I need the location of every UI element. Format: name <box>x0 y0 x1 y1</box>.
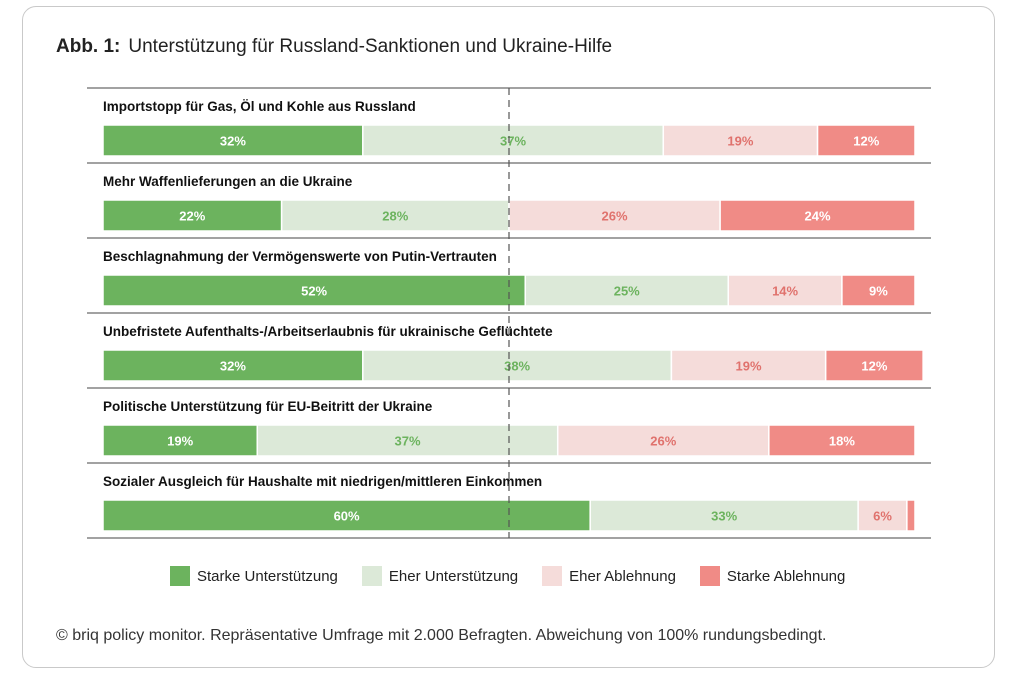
data-label-strong-reject: 12% <box>853 134 879 149</box>
data-label-strong-support: 32% <box>220 134 246 149</box>
data-label-rather-reject: 19% <box>736 359 762 374</box>
bar-segment-strong-support <box>102 199 283 232</box>
data-label-rather-support: 25% <box>614 284 640 299</box>
data-label-strong-support: 60% <box>334 509 360 524</box>
footnote: © briq policy monitor. Repräsentative Um… <box>56 627 827 644</box>
figure-number: Abb. 1: <box>56 36 121 57</box>
data-label-rather-reject: 26% <box>650 434 676 449</box>
data-label-rather-support: 37% <box>394 434 420 449</box>
row-label: Importstopp für Gas, Öl und Kohle aus Ru… <box>103 99 416 114</box>
bar-segment-rather-reject <box>508 199 721 232</box>
bar-segment-strong-support <box>102 349 364 382</box>
data-label-rather-reject: 26% <box>602 209 628 224</box>
figure-title: Abb. 1: Unterstützung für Russland-Sankti… <box>56 36 612 58</box>
bar-segment-rather-reject <box>662 124 819 157</box>
row-label: Unbefristete Aufenthalts-/Arbeitserlaubn… <box>103 324 553 339</box>
legend-item-strong-reject: Starke Ablehnung <box>699 566 846 586</box>
legend-swatch-rather-support <box>361 566 382 586</box>
legend-item-rather-support: Eher Unterstützung <box>361 566 519 586</box>
bar-segment-rather-support <box>362 349 673 382</box>
bar-segment-strong-reject <box>841 274 916 307</box>
bar-segment-rather-reject <box>857 499 908 532</box>
bar-segment-rather-support <box>524 274 729 307</box>
data-label-rather-reject: 19% <box>727 134 753 149</box>
legend-label-strong-reject: Starke Ablehnung <box>726 567 846 585</box>
bar-segment-rather-support <box>280 199 510 232</box>
bar-segment-strong-reject <box>768 424 916 457</box>
data-label-strong-support: 32% <box>220 359 246 374</box>
legend-label-strong-support: Starke Unterstützung <box>197 567 338 585</box>
legend-label-rather-support: Eher Unterstützung <box>388 567 519 585</box>
data-label-strong-reject: 9% <box>869 284 888 299</box>
data-label-strong-reject: 24% <box>805 209 831 224</box>
figure-title-text: Unterstützung für Russland-Sanktionen un… <box>128 36 613 57</box>
data-label-rather-support: 38% <box>504 359 530 374</box>
data-label-rather-support: 33% <box>711 509 737 524</box>
bar-segment-strong-reject <box>906 499 916 532</box>
row-label: Beschlagnahmung der Vermögenswerte von P… <box>103 249 497 264</box>
legend-item-rather-reject: Eher Ablehnung <box>542 566 676 586</box>
row-label: Sozialer Ausgleich für Haushalte mit nie… <box>103 474 542 489</box>
bar-segment-rather-support <box>362 124 665 157</box>
bar-segment-strong-support <box>102 424 259 457</box>
data-label-strong-support: 22% <box>179 209 205 224</box>
data-label-strong-reject: 18% <box>829 434 855 449</box>
data-label-strong-support: 19% <box>167 434 193 449</box>
legend-swatch-strong-reject <box>699 566 720 586</box>
bar-segment-strong-reject <box>816 124 916 157</box>
bar-segment-strong-reject <box>719 199 916 232</box>
row-label: Mehr Waffenlieferungen an die Ukraine <box>103 174 353 189</box>
data-label-rather-support: 28% <box>382 209 408 224</box>
legend-swatch-rather-reject <box>542 566 563 586</box>
data-label-rather-reject: 14% <box>772 284 798 299</box>
bar-segment-strong-reject <box>824 349 924 382</box>
bar-segment-rather-reject <box>670 349 827 382</box>
legend-label-rather-reject: Eher Ablehnung <box>569 567 676 585</box>
data-label-strong-support: 52% <box>301 284 327 299</box>
row-label: Politische Unterstützung für EU-Beitritt… <box>103 399 433 414</box>
data-label-strong-reject: 12% <box>861 359 887 374</box>
bar-segment-strong-support <box>102 274 526 307</box>
bar-segment-rather-support <box>256 424 559 457</box>
legend: Starke Unterstützung Eher Unterstützung … <box>170 566 869 586</box>
legend-item-strong-support: Starke Unterstützung <box>170 566 338 586</box>
data-label-rather-support: 37% <box>500 134 526 149</box>
legend-swatch-strong-support <box>170 566 190 586</box>
data-label-rather-reject: 6% <box>873 509 892 524</box>
